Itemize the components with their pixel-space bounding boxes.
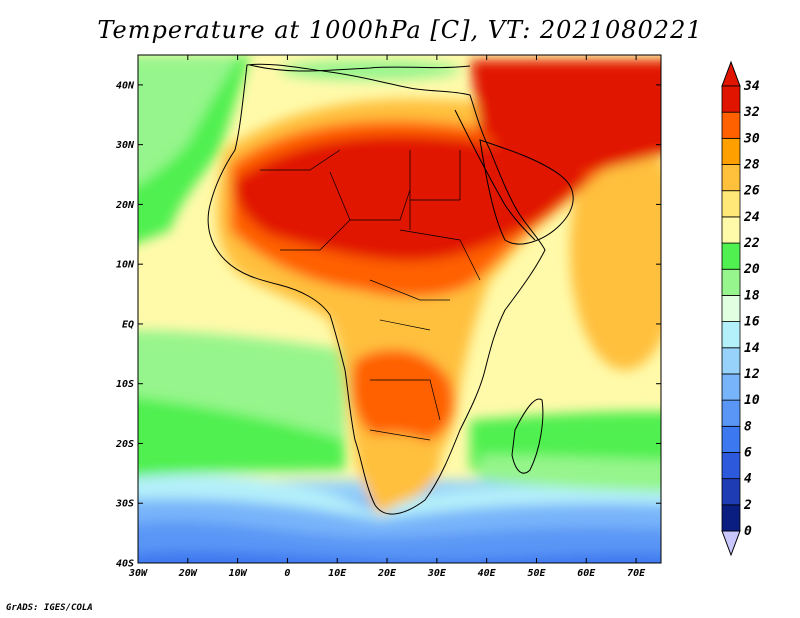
red-sea-coastline bbox=[454, 109, 536, 241]
lon-tick-label: 50E bbox=[527, 568, 546, 579]
lat-tick-label: 10S bbox=[116, 379, 134, 390]
colorbar-top-arrow bbox=[721, 60, 741, 87]
colorbar-label: 8 bbox=[744, 419, 752, 434]
colorbar-box bbox=[721, 347, 741, 375]
lat-tick-label: 30S bbox=[115, 499, 134, 510]
colorbar-label: 2 bbox=[743, 498, 752, 513]
mediterranean-coastline bbox=[249, 64, 471, 72]
colorbar-label: 34 bbox=[743, 79, 760, 94]
lon-tick-label: 60E bbox=[577, 568, 596, 579]
lat-tick-label: 20N bbox=[115, 200, 135, 211]
colorbar-label: 20 bbox=[743, 262, 760, 277]
colorbar-box bbox=[721, 242, 741, 270]
lat-tick-label: 10N bbox=[116, 260, 135, 271]
colorbar-box bbox=[721, 164, 741, 192]
coastlines bbox=[207, 63, 574, 515]
colorbar-box bbox=[721, 373, 741, 401]
colorbar-label: 12 bbox=[744, 367, 760, 382]
colorbar-label: 30 bbox=[743, 131, 760, 146]
colorbar-label: 4 bbox=[744, 472, 752, 487]
map-title: Temperature at 1000hPa [C], VT: 20210802… bbox=[97, 16, 703, 44]
lon-tick-label: 10W bbox=[229, 568, 248, 579]
colorbar-label: 6 bbox=[744, 445, 752, 460]
colorbar-box bbox=[721, 137, 741, 165]
lat-tick-label: 40S bbox=[116, 559, 134, 570]
colorbar-box bbox=[721, 321, 741, 349]
lon-tick-label: 20E bbox=[377, 568, 397, 579]
colorbar-box bbox=[721, 111, 741, 139]
colorbar-box bbox=[721, 216, 741, 244]
colorbar-label: 0 bbox=[744, 524, 752, 539]
colorbar-box bbox=[721, 452, 741, 480]
colorbar-box bbox=[721, 504, 741, 532]
lat-tick-label: EQ bbox=[122, 319, 134, 330]
lon-tick-label: 10E bbox=[328, 568, 347, 579]
arabia-coastline bbox=[479, 139, 574, 245]
colorbar-box bbox=[721, 190, 741, 218]
lat-tick-label: 20S bbox=[115, 439, 134, 450]
colorbar-box bbox=[721, 295, 741, 322]
colorbar-label: 16 bbox=[744, 315, 760, 330]
lon-tick-label: 70E bbox=[627, 568, 646, 579]
lon-tick-label: 30E bbox=[427, 568, 447, 579]
colorbar-label: 22 bbox=[743, 236, 760, 251]
colorbar-label: 18 bbox=[744, 288, 760, 303]
lat-tick-label: 30N bbox=[115, 140, 135, 151]
colorbar-box bbox=[721, 425, 741, 453]
lon-tick-label: 40E bbox=[478, 568, 497, 579]
africa-coastline bbox=[207, 63, 546, 515]
colorbar-bottom-arrow bbox=[721, 530, 741, 557]
lat-tick-label: 40N bbox=[116, 80, 135, 91]
colorbar-label: 10 bbox=[744, 393, 760, 408]
map-frame bbox=[137, 54, 662, 564]
colorbar-label: 32 bbox=[743, 105, 760, 120]
colorbar-box bbox=[721, 268, 741, 296]
grads-credit: GrADS: IGES/COLA bbox=[6, 603, 93, 613]
lon-tick-label: 30W bbox=[128, 568, 148, 579]
lon-tick-label: 0 bbox=[284, 568, 290, 579]
temperature-field bbox=[138, 55, 661, 563]
axis-ticks: 30W 20W 10W 0 10E 20E 30E 40E 50E 60E 70E 40N 30N 20N… bbox=[115, 55, 661, 579]
colorbar-label: 26 bbox=[743, 184, 760, 199]
lon-tick-label: 20W bbox=[178, 568, 198, 579]
colorbar-box bbox=[721, 399, 741, 427]
colorbar-label: 24 bbox=[743, 210, 760, 225]
colorbar-box bbox=[721, 85, 741, 113]
colorbar-box bbox=[721, 478, 741, 506]
country-borders bbox=[260, 149, 481, 441]
madagascar-coastline bbox=[511, 398, 544, 474]
colorbar-label: 28 bbox=[743, 158, 760, 173]
colorbar-label: 14 bbox=[744, 341, 760, 356]
